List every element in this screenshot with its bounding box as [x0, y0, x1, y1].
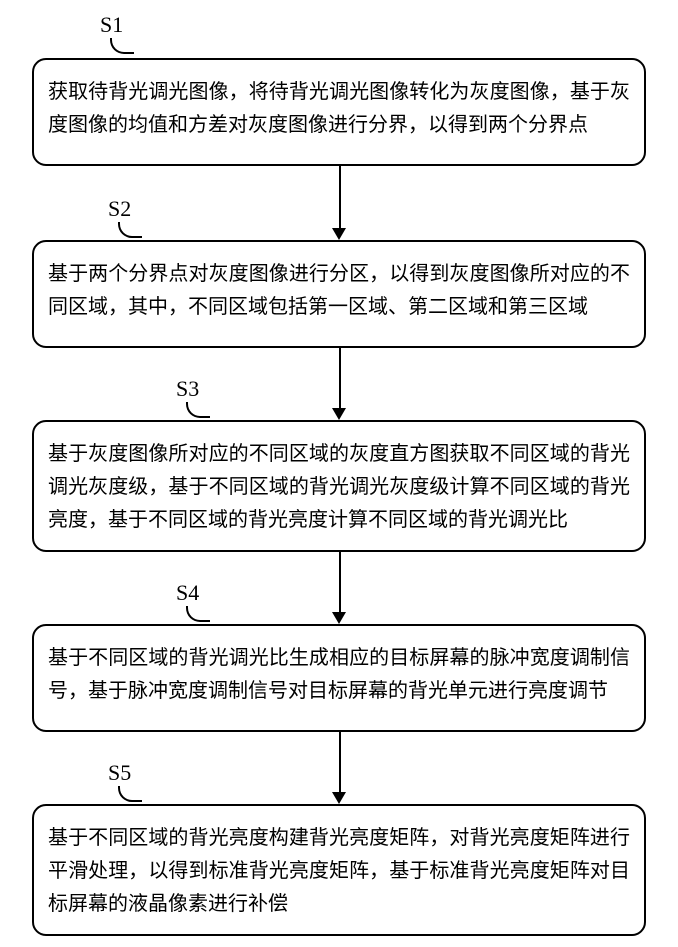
step-node-s3: 基于灰度图像所对应的不同区域的灰度直方图获取不同区域的背光调光灰度级，基于不同区… [32, 420, 646, 552]
arrow-head-s1-s2 [332, 228, 346, 240]
arrow-s1-s2 [339, 166, 341, 228]
arrow-s4-s5 [339, 732, 341, 792]
arrow-s2-s3 [339, 348, 341, 408]
step-label-s1: S1 [100, 12, 123, 38]
step-node-s2: 基于两个分界点对灰度图像进行分区，以得到灰度图像所对应的不同区域，其中，不同区域… [32, 240, 646, 348]
step-node-s5: 基于不同区域的背光亮度构建背光亮度矩阵，对背光亮度矩阵进行平滑处理，以得到标准背… [32, 804, 646, 936]
step-label-s5: S5 [108, 760, 131, 786]
step-label-s4: S4 [176, 580, 199, 606]
flowchart-canvas: S1 获取待背光调光图像，将待背光调光图像转化为灰度图像，基于灰度图像的均值和方… [0, 0, 678, 947]
arrow-head-s2-s3 [332, 408, 346, 420]
arrow-head-s4-s5 [332, 792, 346, 804]
arrow-s3-s4 [339, 552, 341, 612]
step-label-s2: S2 [108, 196, 131, 222]
step-node-s1: 获取待背光调光图像，将待背光调光图像转化为灰度图像，基于灰度图像的均值和方差对灰… [32, 58, 646, 166]
arrow-head-s3-s4 [332, 612, 346, 624]
step-label-s3: S3 [176, 376, 199, 402]
step-node-s4: 基于不同区域的背光调光比生成相应的目标屏幕的脉冲宽度调制信号，基于脉冲宽度调制信… [32, 624, 646, 732]
